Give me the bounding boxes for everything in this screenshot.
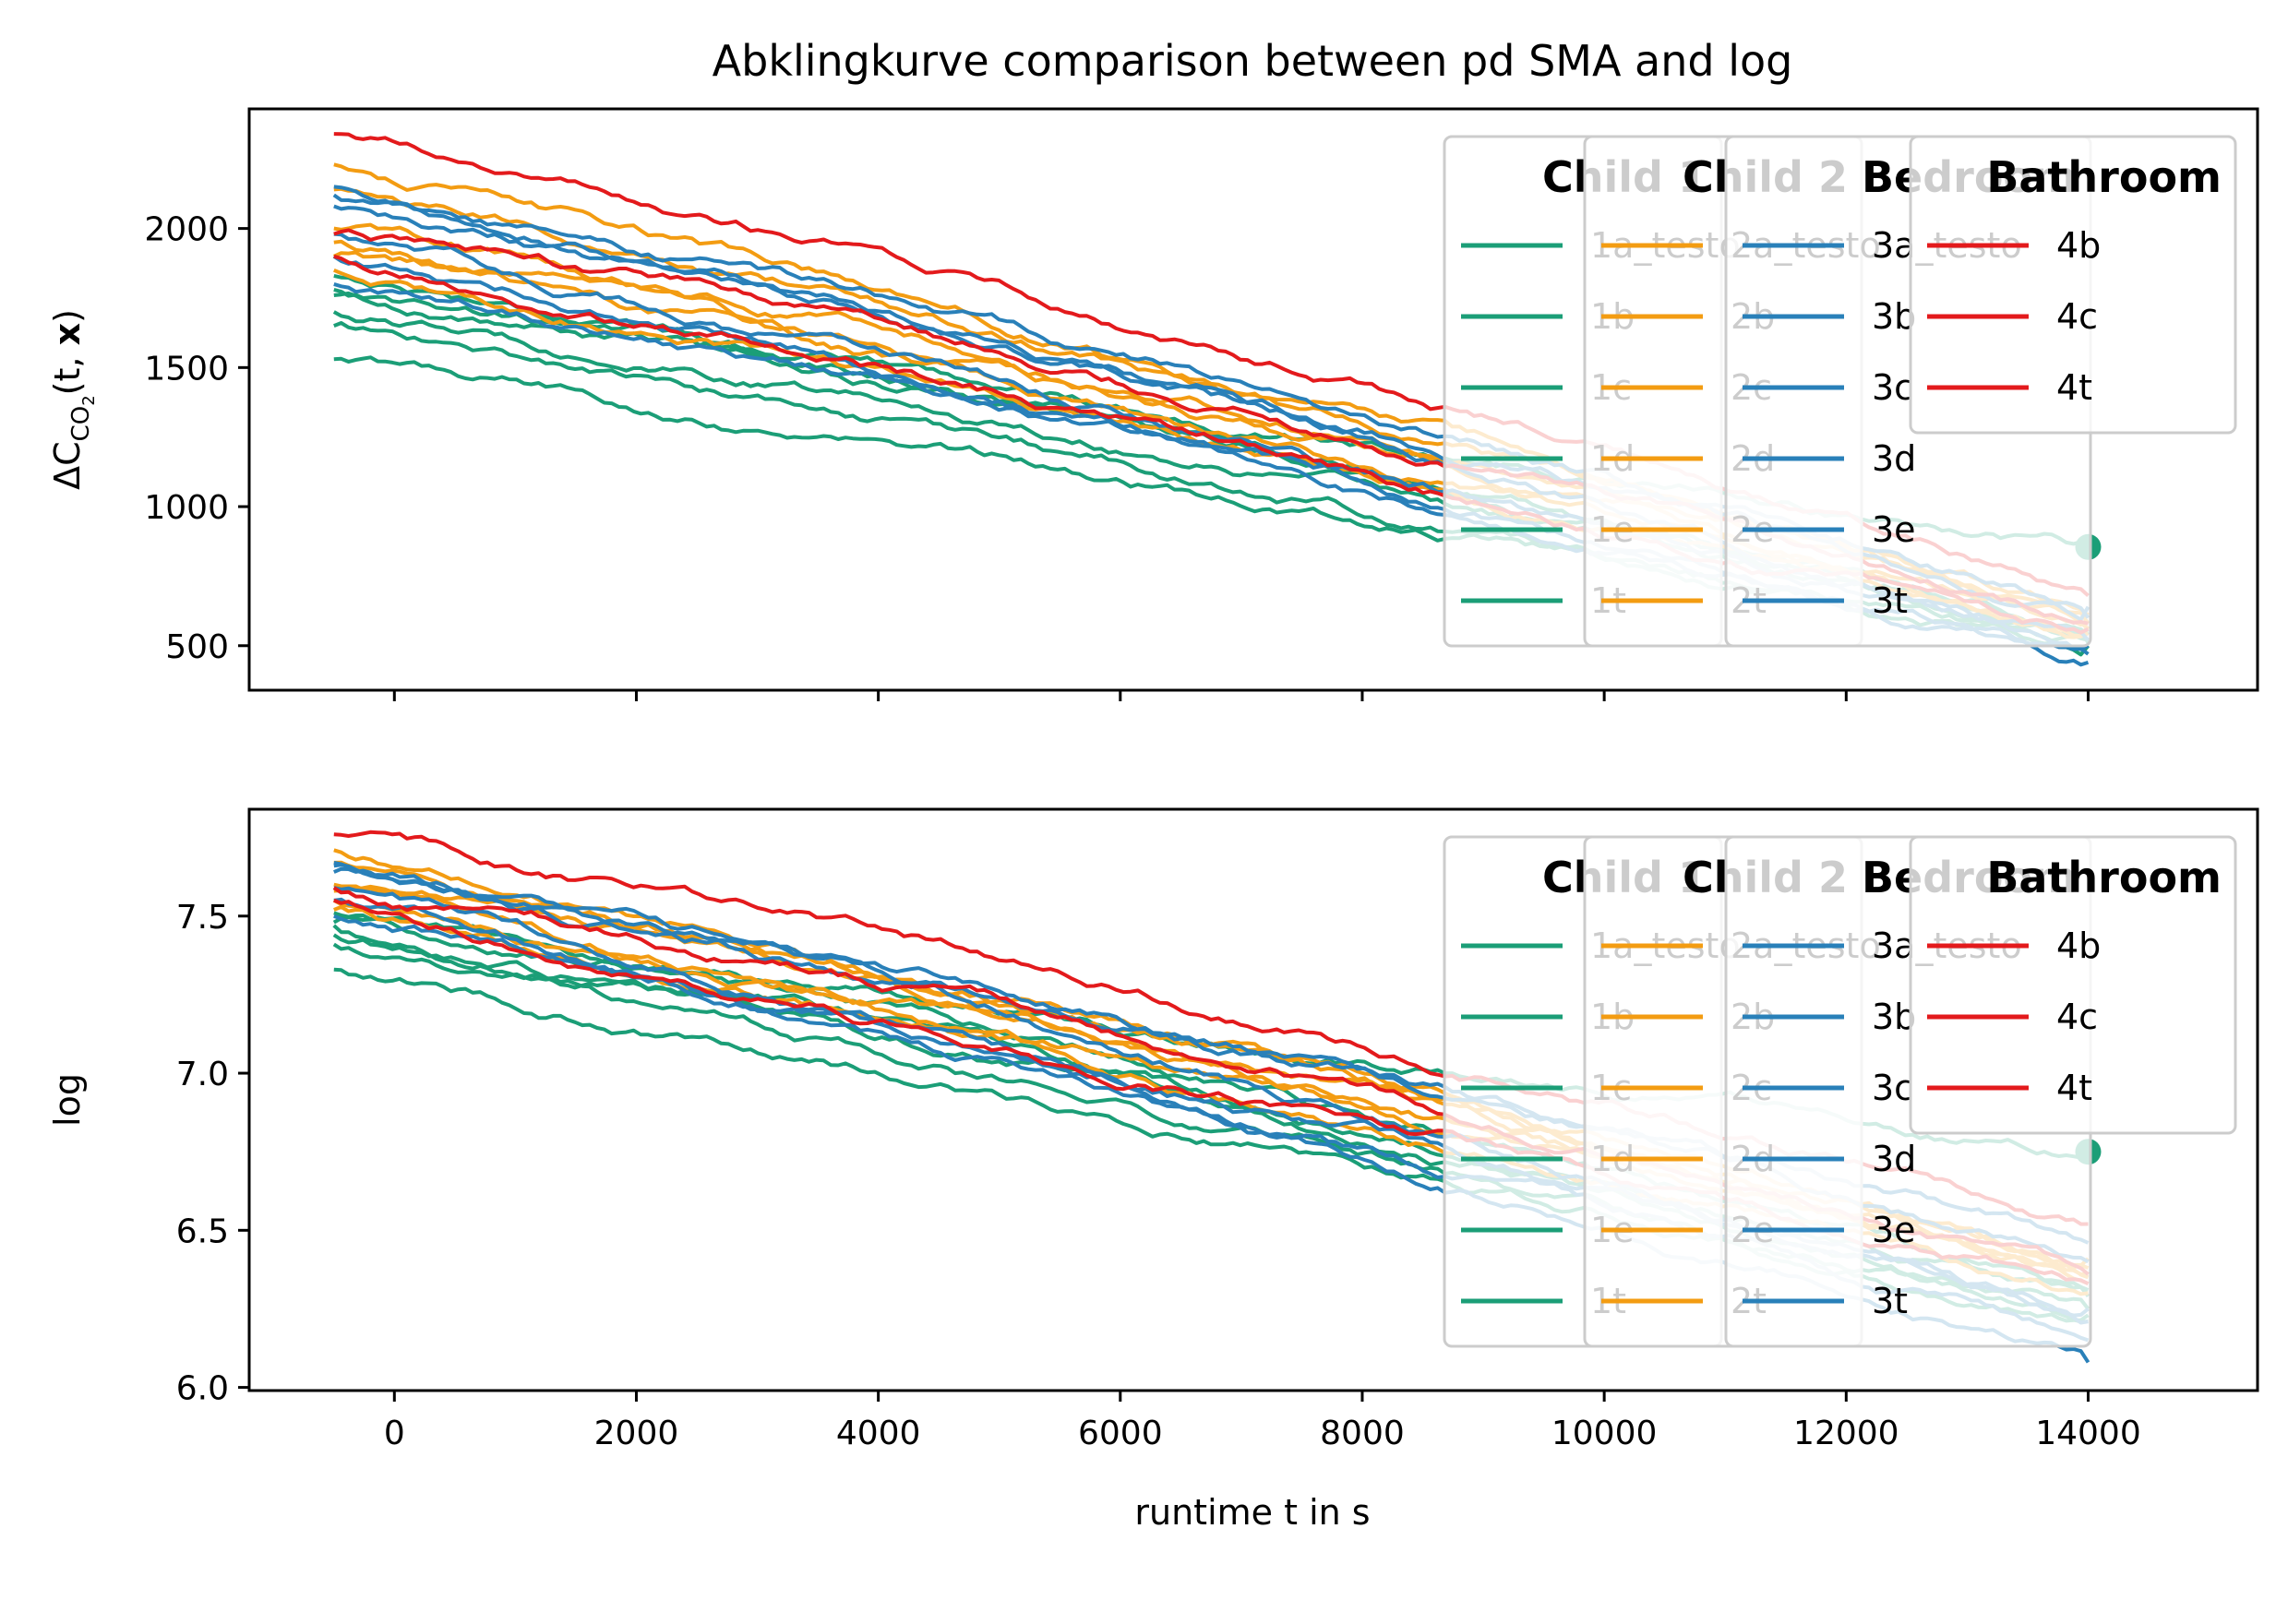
- bottom-x-axis-label: runtime t in s: [1134, 1492, 1370, 1533]
- bottom-y-axis-label: log: [47, 1073, 88, 1127]
- bottom-x-tick-label: 12000: [1793, 1415, 1899, 1452]
- bottom-x-axis-ticks: 0 2000 4000 6000 8000 10000 12000 14000: [384, 1391, 2141, 1452]
- bottom-x-tick-label: 14000: [2035, 1415, 2141, 1452]
- top-legend-label: 3e: [1872, 509, 1916, 550]
- top-y-tick-label: 2000: [144, 211, 229, 249]
- panel-top-decay-curve: 500 1000 1500 2000 ΔCCO2(t, x) Child 11a_te…: [47, 107, 2259, 701]
- bottom-y-tick-label: 6.0: [176, 1370, 229, 1408]
- top-legend: Child 11a_testo1b1c1d1e1tChild 22a_testo…: [1443, 135, 2237, 648]
- top-legend-title: Bathroom: [1986, 152, 2222, 202]
- top-y-label-delta: ΔC: [47, 441, 88, 490]
- bottom-legend-label: 3c: [1872, 1068, 1913, 1108]
- top-legend-label: 3c: [1872, 367, 1913, 408]
- top-y-tick-label: 1000: [144, 489, 229, 527]
- top-y-label-open: (t,: [47, 345, 88, 395]
- bottom-legend-label: 4c: [2056, 997, 2098, 1037]
- bottom-y-axis-ticks: 6.0 6.5 7.0 7.5: [176, 899, 249, 1408]
- top-y-label-close: ): [47, 309, 88, 323]
- top-legend-box: [1909, 135, 2237, 435]
- bottom-legend-bathroom: Bathroom 4b 4c 4t: [1909, 835, 2237, 1135]
- bottom-axes-frame: [247, 807, 2259, 1392]
- bottom-y-tick-label: 7.5: [176, 899, 229, 937]
- top-legend-bathroom: Bathroom 4b 4c 4t: [1909, 135, 2237, 435]
- bottom-legend-label: 4b: [2056, 925, 2101, 966]
- top-y-label-subsub: 2: [79, 395, 99, 405]
- bottom-y-tick-label: 6.5: [176, 1212, 229, 1250]
- top-y-axis-label: ΔCCO2(t, x): [47, 309, 99, 490]
- bottom-y-tick-label: 7.0: [176, 1056, 229, 1093]
- bottom-x-tick-label: 8000: [1320, 1415, 1405, 1452]
- top-legend-label: 3t: [1872, 580, 1908, 621]
- top-x-axis-ticks: [392, 690, 2090, 701]
- bottom-x-tick-label: 10000: [1551, 1415, 1658, 1452]
- top-legend-label: 4t: [2056, 367, 2092, 408]
- top-y-label-sub: CO: [67, 406, 95, 442]
- bottom-legend-box: [1909, 835, 2237, 1135]
- top-legend-label: 3d: [1872, 438, 1916, 479]
- bottom-legend-label: 3e: [1872, 1210, 1916, 1250]
- top-legend-label: 4c: [2056, 296, 2098, 337]
- bottom-legend-title: Bathroom: [1986, 853, 2222, 902]
- top-y-tick-label: 1500: [144, 350, 229, 388]
- top-y-axis-ticks: 500 1000 1500 2000: [144, 211, 249, 666]
- bottom-legend-label: 4t: [2056, 1068, 2092, 1108]
- bottom-x-tick-label: 2000: [594, 1415, 679, 1452]
- bottom-legend-label: 3t: [1872, 1281, 1908, 1321]
- bottom-legend-label: 3d: [1872, 1139, 1916, 1179]
- top-legend-label: 3b: [1872, 296, 1916, 337]
- panel-bottom-log: 6.0 6.5 7.0 7.5 0 2000 4000 6000 8000 10000 12000…: [47, 807, 2259, 1533]
- bottom-x-tick-label: 6000: [1078, 1415, 1163, 1452]
- bottom-legend-label: 3b: [1872, 997, 1916, 1037]
- top-y-tick-label: 500: [165, 628, 229, 666]
- top-axes-frame: [247, 107, 2259, 692]
- figure-title: Abklingkurve comparison between pd SMA a…: [713, 36, 1793, 86]
- top-legend-label: 4b: [2056, 225, 2101, 266]
- top-y-label-bold: x: [47, 323, 88, 346]
- bottom-legend: Child 11a_testo1b1c1d1e1tChild 22a_testo…: [1443, 835, 2237, 1348]
- bottom-x-tick-label: 0: [384, 1415, 405, 1452]
- bottom-x-tick-label: 4000: [836, 1415, 921, 1452]
